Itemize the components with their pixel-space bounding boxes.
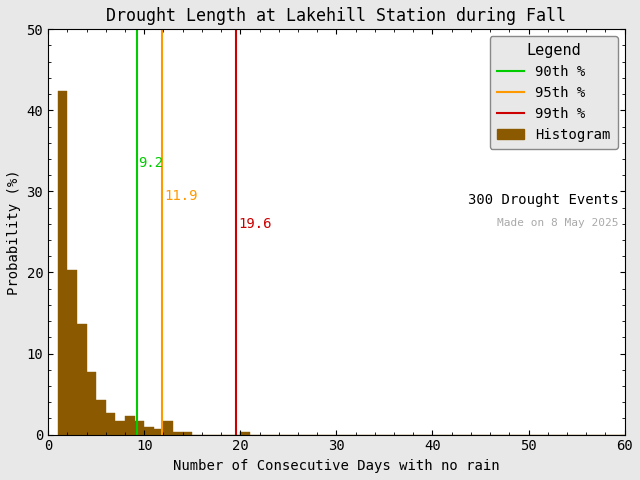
Bar	[125, 416, 134, 434]
Bar	[163, 421, 173, 434]
Legend: 90th %, 95th %, 99th %, Histogram: 90th %, 95th %, 99th %, Histogram	[490, 36, 618, 149]
Bar	[134, 421, 144, 434]
Bar	[182, 432, 192, 434]
Bar	[144, 427, 154, 434]
Bar	[77, 324, 86, 434]
Bar	[154, 429, 163, 434]
Bar	[240, 432, 250, 434]
Text: 300 Drought Events: 300 Drought Events	[468, 193, 619, 207]
Bar	[58, 92, 67, 434]
Y-axis label: Probability (%): Probability (%)	[7, 169, 21, 295]
Text: 9.2: 9.2	[138, 156, 164, 170]
Bar	[67, 270, 77, 434]
Title: Drought Length at Lakehill Station during Fall: Drought Length at Lakehill Station durin…	[106, 7, 566, 25]
Bar	[96, 399, 106, 434]
Text: Made on 8 May 2025: Made on 8 May 2025	[497, 218, 619, 228]
Bar	[106, 413, 115, 434]
Bar	[86, 372, 96, 434]
X-axis label: Number of Consecutive Days with no rain: Number of Consecutive Days with no rain	[173, 459, 500, 473]
Text: 19.6: 19.6	[238, 217, 272, 231]
Bar	[115, 421, 125, 434]
Bar	[173, 432, 182, 434]
Text: 11.9: 11.9	[164, 189, 198, 203]
